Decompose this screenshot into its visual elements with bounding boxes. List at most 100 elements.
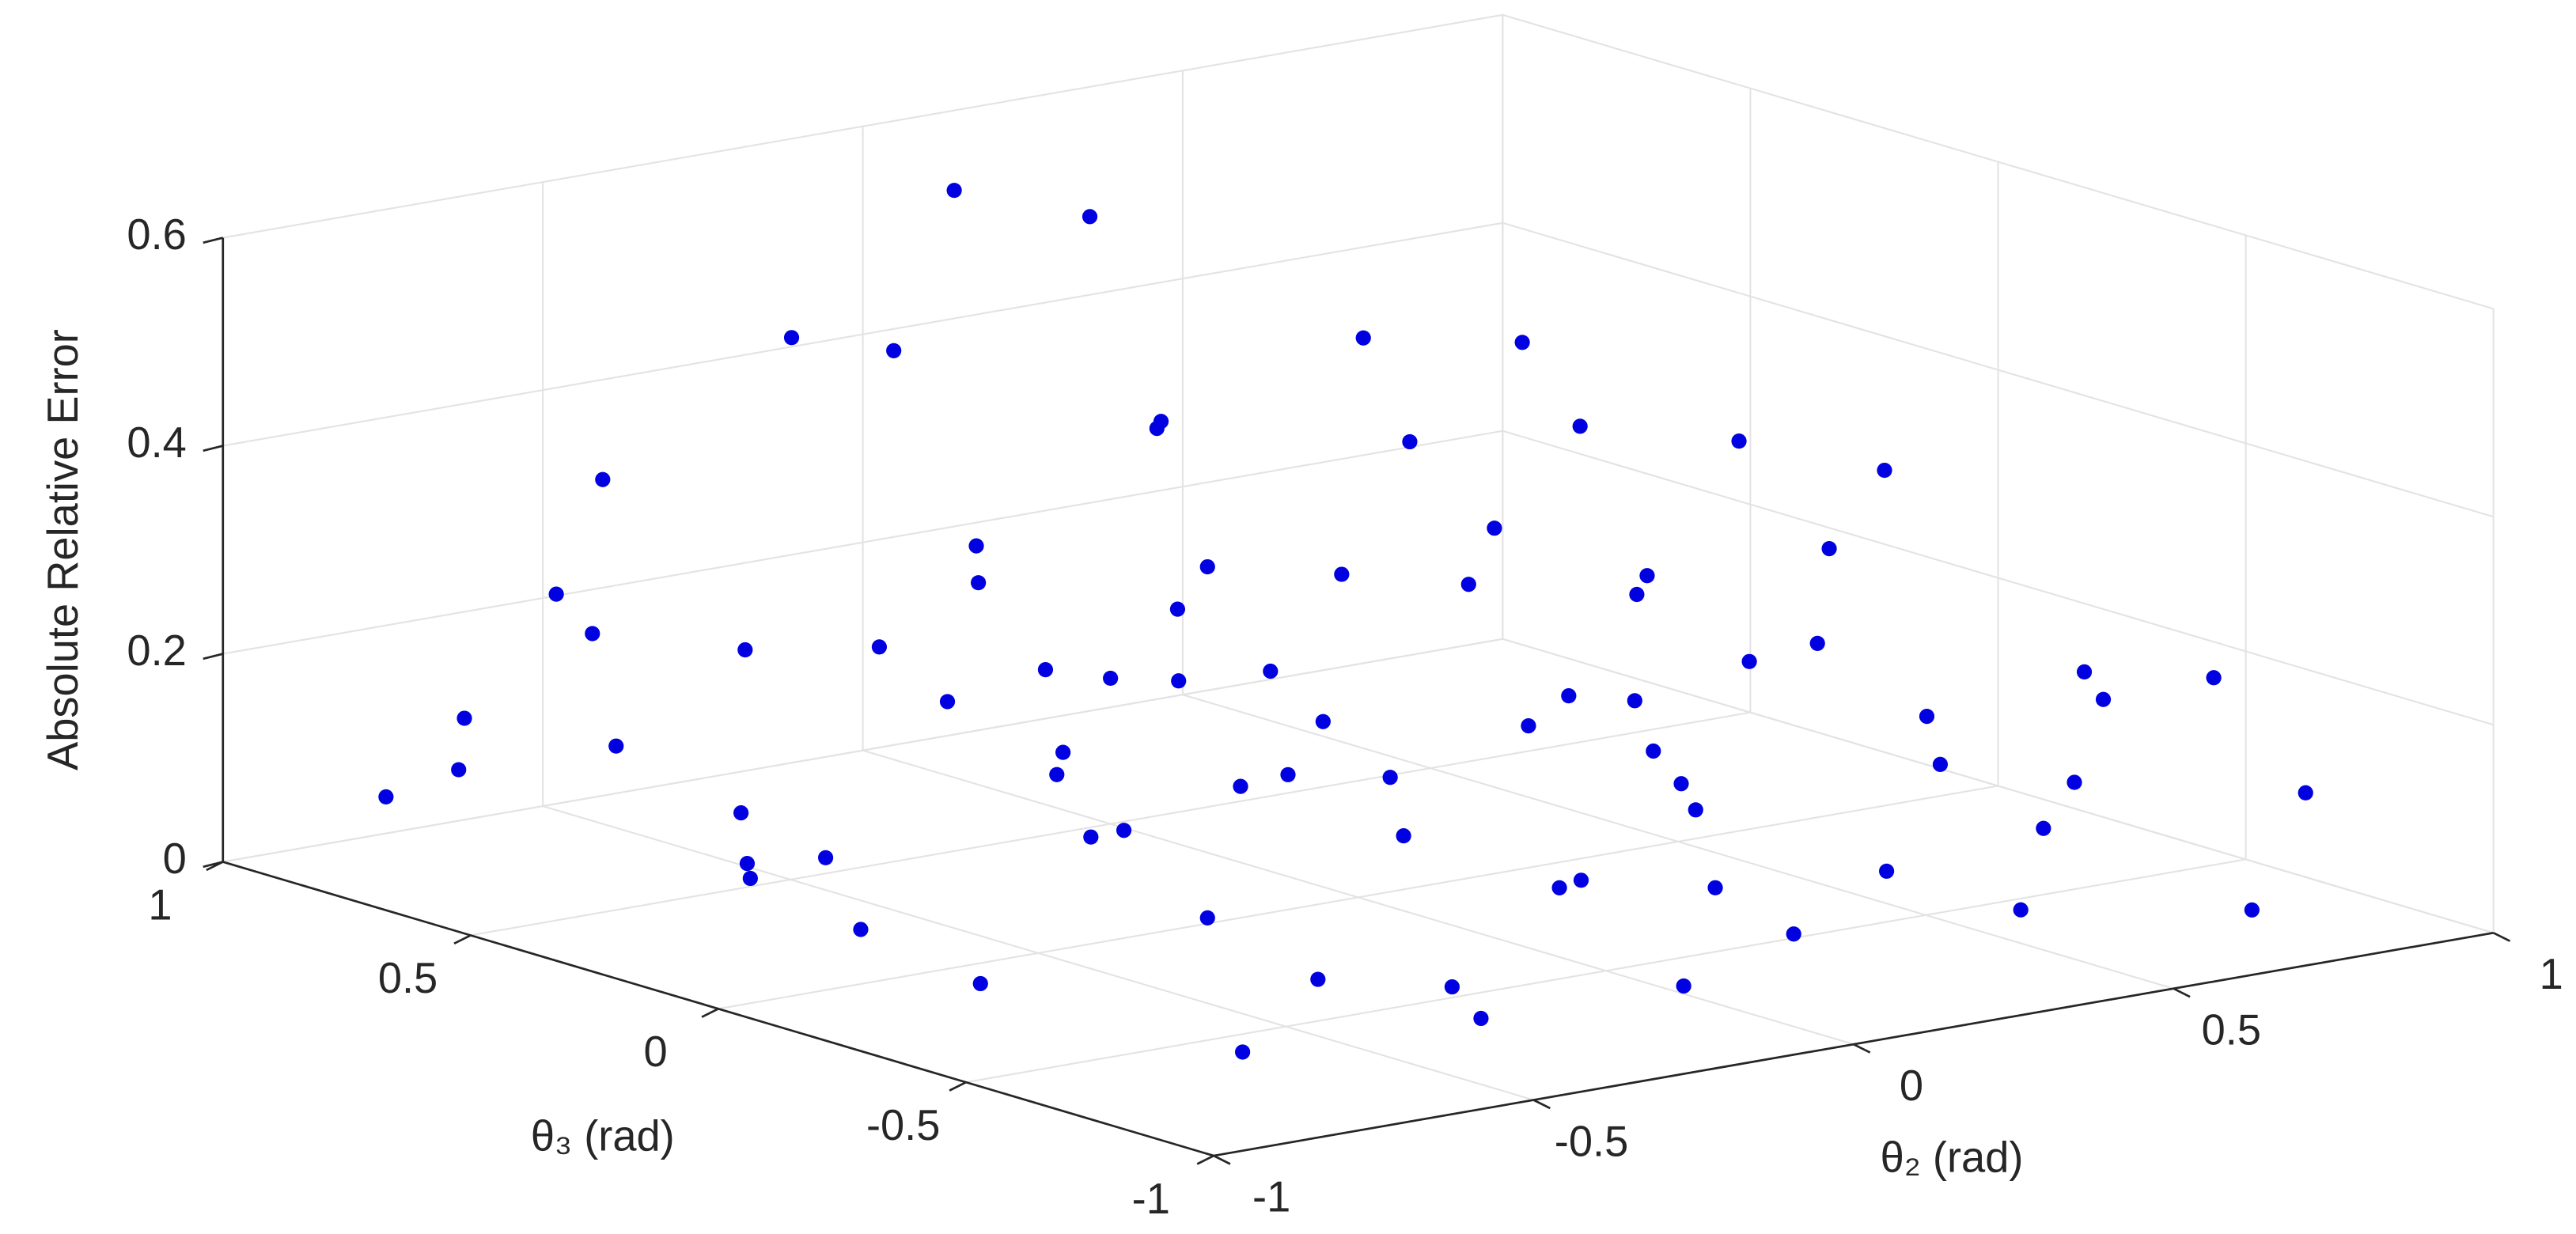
data-point <box>2076 664 2093 679</box>
y-axis-label: θ₃ (rad) <box>531 1113 675 1160</box>
data-point <box>1153 414 1169 430</box>
data-point <box>1639 568 1655 584</box>
data-point <box>595 471 611 487</box>
x-tick <box>1853 1043 1871 1054</box>
grid-line <box>1502 430 2494 726</box>
data-point <box>1055 744 1071 760</box>
data-point <box>1396 828 1411 844</box>
data-point <box>2066 774 2082 790</box>
data-point <box>608 738 624 754</box>
data-point <box>1473 1010 1489 1027</box>
data-point <box>585 626 600 642</box>
data-point <box>1171 673 1187 689</box>
data-point <box>733 805 749 821</box>
data-point <box>1310 971 1326 987</box>
data-point <box>1561 688 1577 704</box>
y-tick-label: 1 <box>148 881 172 929</box>
y-tick <box>1196 1154 1214 1165</box>
grid <box>222 13 2495 1157</box>
data-point <box>1083 829 1099 845</box>
data-point <box>2244 902 2260 918</box>
data-point <box>2036 820 2051 836</box>
data-point <box>853 922 869 937</box>
data-point <box>1382 770 1398 785</box>
grid-line <box>222 221 1503 447</box>
data-point <box>1627 693 1642 709</box>
data-point <box>742 870 758 887</box>
data-point <box>1487 520 1502 536</box>
data-point <box>1809 635 1825 651</box>
grid-line <box>965 858 2246 1084</box>
grid-line <box>222 13 1503 239</box>
y-tick <box>949 1081 967 1092</box>
data-point <box>1786 926 1801 942</box>
data-point <box>817 850 834 865</box>
data-point <box>1334 566 1350 582</box>
data-point <box>1932 756 1949 772</box>
data-point <box>971 575 987 591</box>
data-point <box>1280 767 1296 782</box>
x-tick-label: -0.5 <box>1555 1118 1628 1165</box>
x-axis-label: θ₂ (rad) <box>1881 1134 2024 1182</box>
data-point <box>1103 670 1119 687</box>
data-point <box>1235 1044 1251 1060</box>
data-point <box>946 183 962 199</box>
data-point <box>1673 776 1689 792</box>
x-tick-label: 0.5 <box>2202 1006 2261 1054</box>
data-point <box>886 343 902 358</box>
data-point <box>737 642 753 658</box>
x-tick <box>2173 987 2191 998</box>
x-tick <box>1213 1154 1231 1165</box>
grid-line <box>1502 13 2494 310</box>
data-point <box>1629 586 1645 603</box>
y-tick-label: 0.5 <box>378 955 438 1002</box>
y-tick <box>206 861 224 872</box>
data-point <box>2095 691 2112 707</box>
grid-line <box>222 638 1503 863</box>
data-point <box>1646 743 1661 759</box>
data-point <box>2298 785 2313 801</box>
data-point <box>1731 433 1747 449</box>
grid-line <box>222 430 1503 655</box>
data-point <box>1169 601 1186 617</box>
data-point <box>1514 335 1530 350</box>
data-point <box>1315 714 1331 729</box>
data-point <box>1444 978 1460 995</box>
data-point <box>939 694 956 710</box>
data-point <box>1688 802 1703 818</box>
y-tick-label: -1 <box>1132 1175 1170 1223</box>
x-tick <box>2493 932 2511 942</box>
z-tick <box>203 237 224 244</box>
labels: Absolute Relative Error θ₃ (rad) θ₂ (rad… <box>40 329 2024 1181</box>
data-point <box>1521 717 1536 734</box>
data-point <box>1199 558 1215 575</box>
x-tick-label: 1 <box>2540 951 2563 998</box>
grid-line <box>470 711 1751 937</box>
data-point <box>1676 978 1691 994</box>
data-point <box>1919 708 1935 725</box>
data-point <box>2013 902 2029 918</box>
axes: 0 0.2 0.4 0.6 -1 -0.5 0 0.5 1 -1 -0.5 0 0.5 1 <box>127 211 2563 1223</box>
z-tick-label: 0.6 <box>127 211 186 259</box>
z-axis-label: Absolute Relative Error <box>40 329 87 770</box>
data-point <box>548 586 564 602</box>
data-point <box>739 856 756 872</box>
data-point <box>1263 663 1279 679</box>
z-tick-label: 0.4 <box>127 419 186 467</box>
x-tick <box>1532 1099 1551 1110</box>
z-tick-label: 0.2 <box>127 627 186 675</box>
data-point <box>1199 910 1215 926</box>
x-tick-label: -1 <box>1252 1174 1290 1221</box>
y-tick-label: 0 <box>644 1028 668 1076</box>
data-point <box>1233 778 1248 794</box>
y-tick <box>453 934 472 945</box>
data-point <box>1355 330 1371 346</box>
y-tick <box>701 1008 719 1018</box>
z-tick-label: 0 <box>163 835 187 883</box>
y-tick-label: -0.5 <box>866 1102 940 1149</box>
x-tick-label: 0 <box>1900 1062 1923 1110</box>
data-point <box>1037 662 1054 678</box>
data-point <box>972 975 988 992</box>
